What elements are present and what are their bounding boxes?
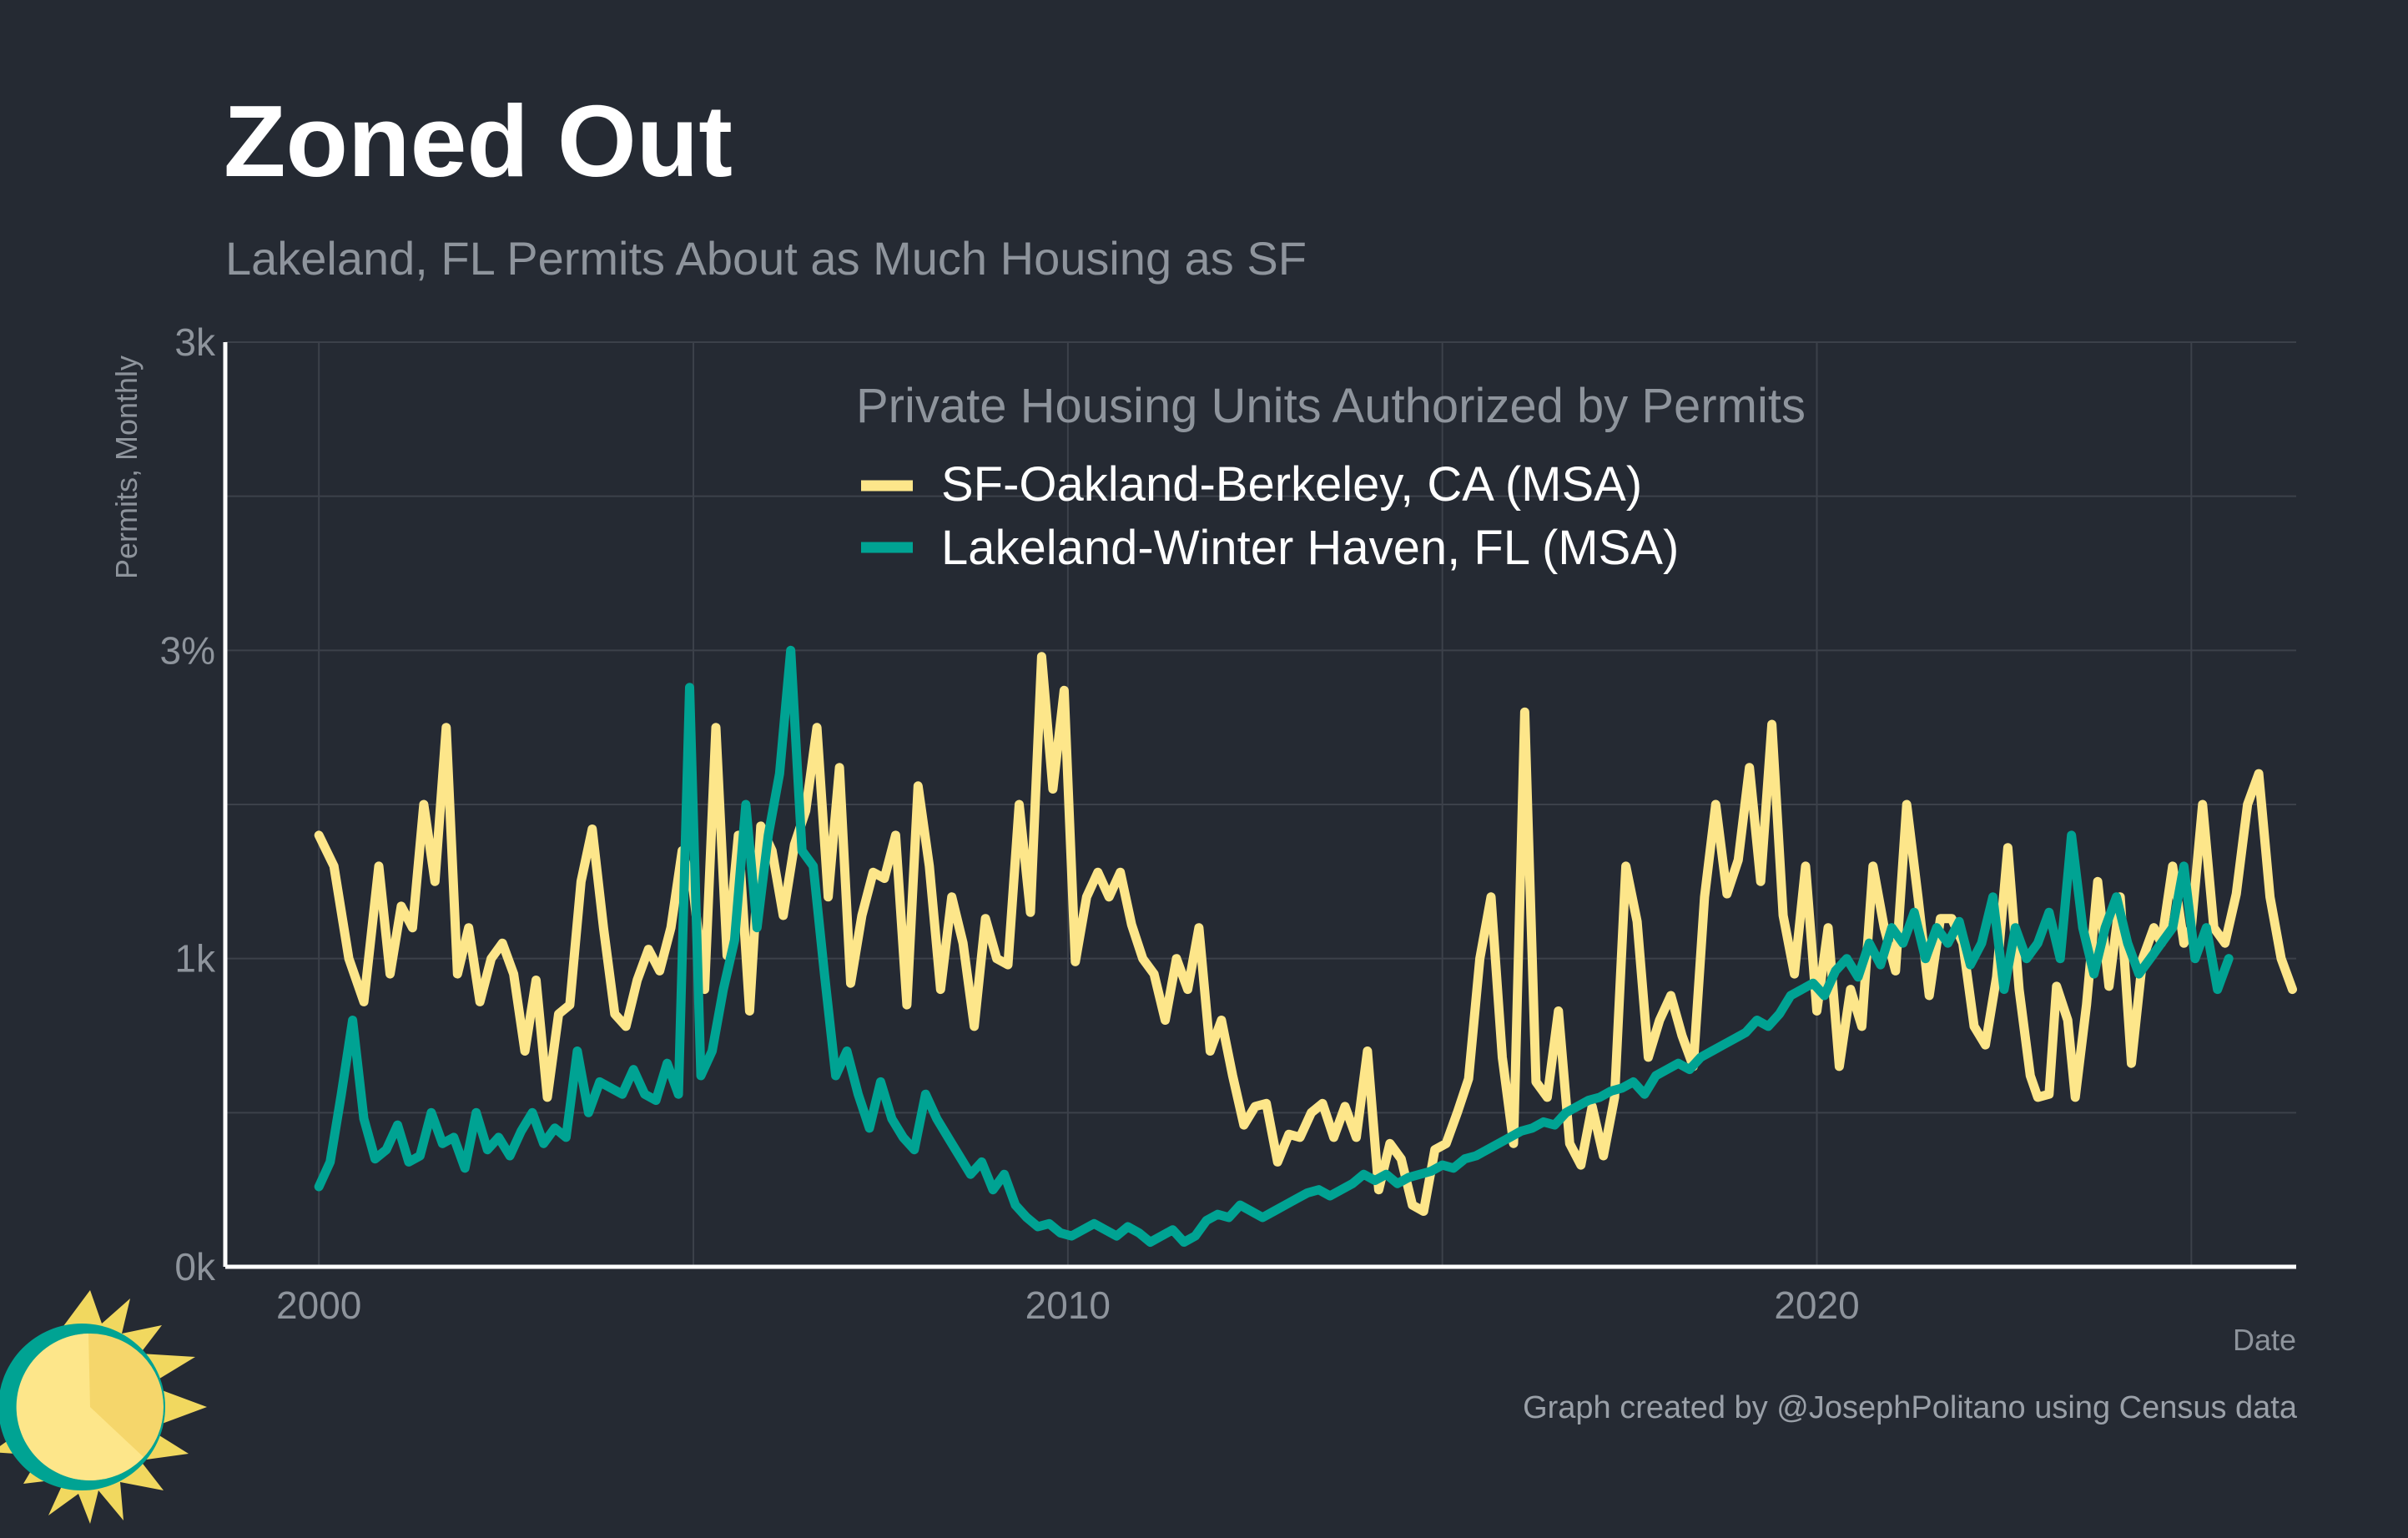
x-tick-label: 2010 <box>1025 1283 1111 1327</box>
x-tick-label: 2000 <box>276 1283 361 1327</box>
chart-series <box>314 645 2297 1247</box>
series-line-sf <box>314 652 2297 1216</box>
chart-subtitle: Lakeland, FL Permits About as Much Housi… <box>225 232 1307 285</box>
y-axis-label: Permits, Monthly <box>109 356 144 579</box>
y-tick-label: 0k <box>174 1245 216 1288</box>
legend: Private Housing Units Authorized by Perm… <box>856 379 1806 575</box>
tick-labels: 0k 1k 3% 3k 2000 2010 2020 <box>160 320 1860 1327</box>
legend-item-lakeland: Lakeland-Winter Haven, FL (MSA) <box>941 521 1679 575</box>
legend-title: Private Housing Units Authorized by Perm… <box>856 379 1806 433</box>
y-tick-label: 3% <box>160 628 215 672</box>
y-tick-label: 1k <box>174 937 216 981</box>
x-axis-label: Date <box>2233 1323 2296 1357</box>
source-caption: Graph created by @JosephPolitano using C… <box>1523 1390 2297 1425</box>
sun-logo-icon <box>0 1290 207 1524</box>
series-line-lakeland <box>314 645 2234 1247</box>
x-tick-label: 2020 <box>1774 1283 1859 1327</box>
axes <box>223 342 2296 1269</box>
y-tick-label: 3k <box>174 320 216 364</box>
chart-title: Zoned Out <box>224 84 733 198</box>
legend-item-sf: SF-Oakland-Berkeley, CA (MSA) <box>941 457 1642 512</box>
